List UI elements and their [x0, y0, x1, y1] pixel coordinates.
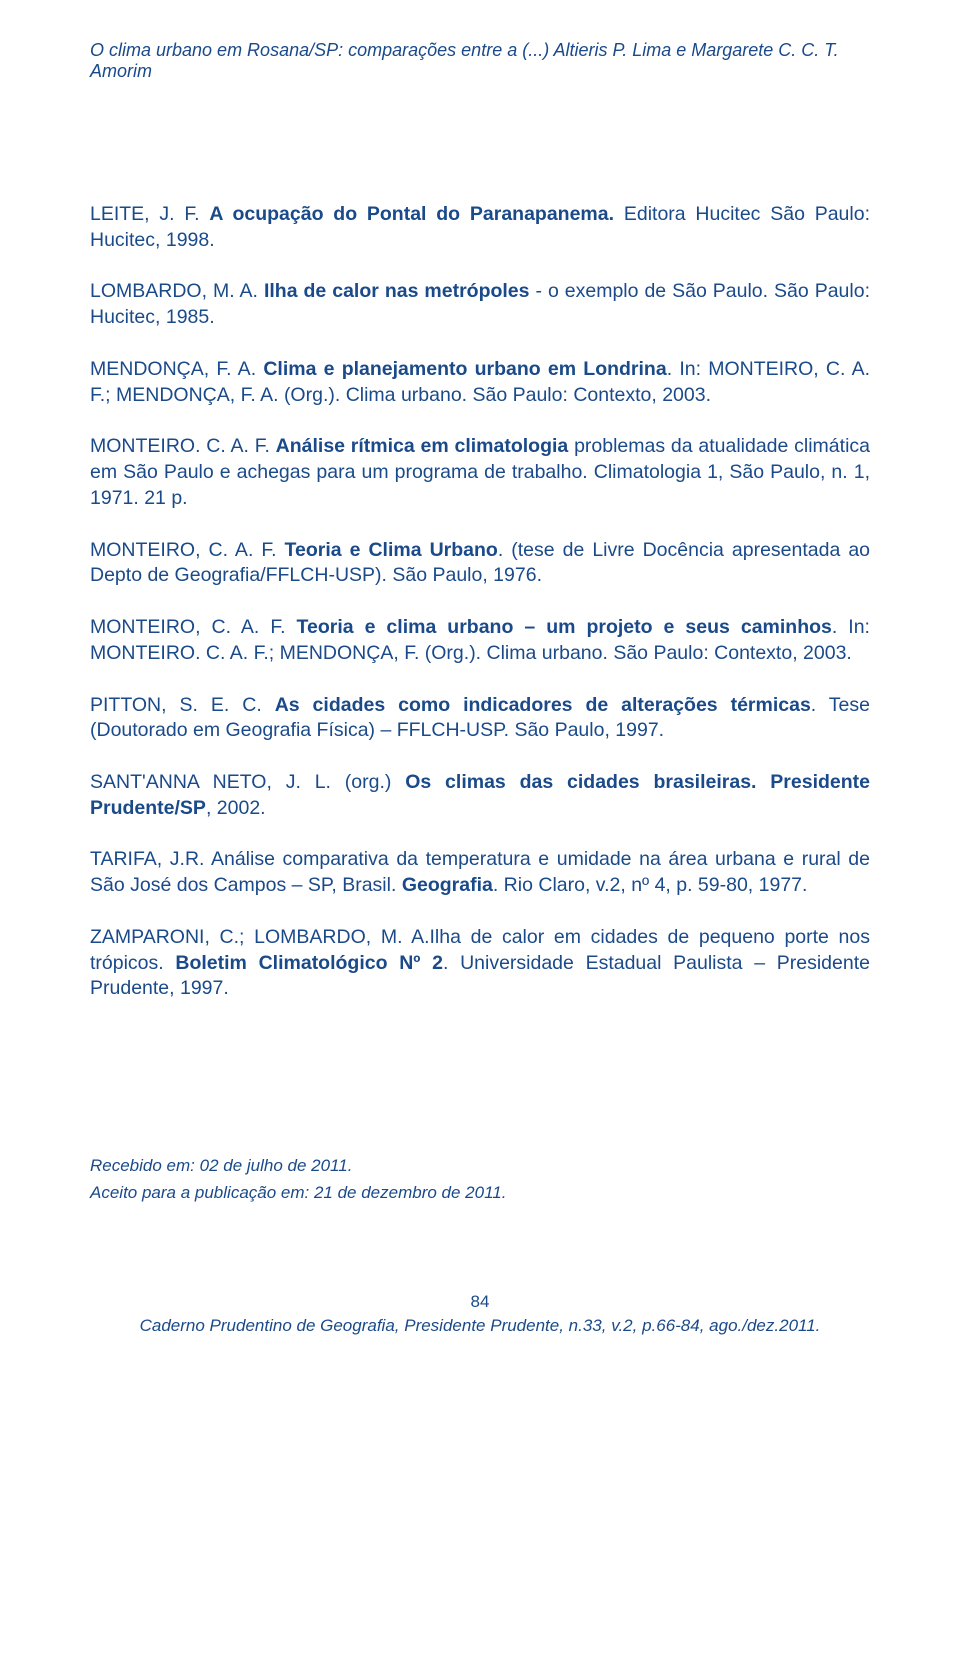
accepted-date: Aceito para a publicação em: 21 de dezem… [90, 1179, 870, 1206]
reference-title: Teoria e clima urbano – um projeto e seu… [297, 616, 832, 638]
reference-entry: MONTEIRO. C. A. F. Análise rítmica em cl… [90, 434, 870, 511]
reference-pre: SANT'ANNA NETO, J. L. (org.) [90, 771, 405, 793]
reference-entry: ZAMPARONI, C.; LOMBARDO, M. A.Ilha de ca… [90, 925, 870, 1002]
reference-entry: MONTEIRO, C. A. F. Teoria e Clima Urbano… [90, 538, 870, 589]
reference-post: . Rio Claro, v.2, nº 4, p. 59-80, 1977. [493, 874, 808, 896]
footer-citation: Caderno Prudentino de Geografia, Preside… [90, 1316, 870, 1336]
reference-title: Boletim Climatológico Nº 2 [175, 952, 443, 974]
reference-title: Geografia [402, 874, 493, 896]
reference-post: , 2002. [206, 797, 266, 819]
reference-title: A ocupação do Pontal do Paranapanema. [209, 203, 614, 225]
page-number: 84 [90, 1292, 870, 1312]
reference-entry: LEITE, J. F. A ocupação do Pontal do Par… [90, 202, 870, 253]
reference-entry: MONTEIRO, C. A. F. Teoria e clima urbano… [90, 615, 870, 666]
reference-entry: TARIFA, J.R. Análise comparativa da temp… [90, 847, 870, 898]
reference-entry: LOMBARDO, M. A. Ilha de calor nas metróp… [90, 279, 870, 330]
reference-title: Teoria e Clima Urbano [285, 539, 498, 561]
reference-pre: MENDONÇA, F. A. [90, 358, 263, 380]
reference-pre: LOMBARDO, M. A. [90, 280, 264, 302]
publication-dates: Recebido em: 02 de julho de 2011. Aceito… [90, 1152, 870, 1206]
page-footer: 84 Caderno Prudentino de Geografia, Pres… [90, 1292, 870, 1336]
reference-pre: MONTEIRO, C. A. F. [90, 539, 285, 561]
reference-title: As cidades como indicadores de alteraçõe… [275, 694, 811, 716]
references-list: LEITE, J. F. A ocupação do Pontal do Par… [90, 202, 870, 1002]
reference-entry: MENDONÇA, F. A. Clima e planejamento urb… [90, 357, 870, 408]
reference-pre: MONTEIRO. C. A. F. [90, 435, 276, 457]
reference-entry: PITTON, S. E. C. As cidades como indicad… [90, 693, 870, 744]
reference-pre: PITTON, S. E. C. [90, 694, 275, 716]
reference-pre: MONTEIRO, C. A. F. [90, 616, 297, 638]
reference-title: Clima e planejamento urbano em Londrina [263, 358, 666, 380]
reference-title: Ilha de calor nas metrópoles [264, 280, 530, 302]
reference-entry: SANT'ANNA NETO, J. L. (org.) Os climas d… [90, 770, 870, 821]
page-container: O clima urbano em Rosana/SP: comparações… [0, 0, 960, 1386]
reference-pre: LEITE, J. F. [90, 203, 209, 225]
running-header: O clima urbano em Rosana/SP: comparações… [90, 40, 870, 82]
received-date: Recebido em: 02 de julho de 2011. [90, 1152, 870, 1179]
reference-title: Análise rítmica em climatologia [276, 435, 569, 457]
